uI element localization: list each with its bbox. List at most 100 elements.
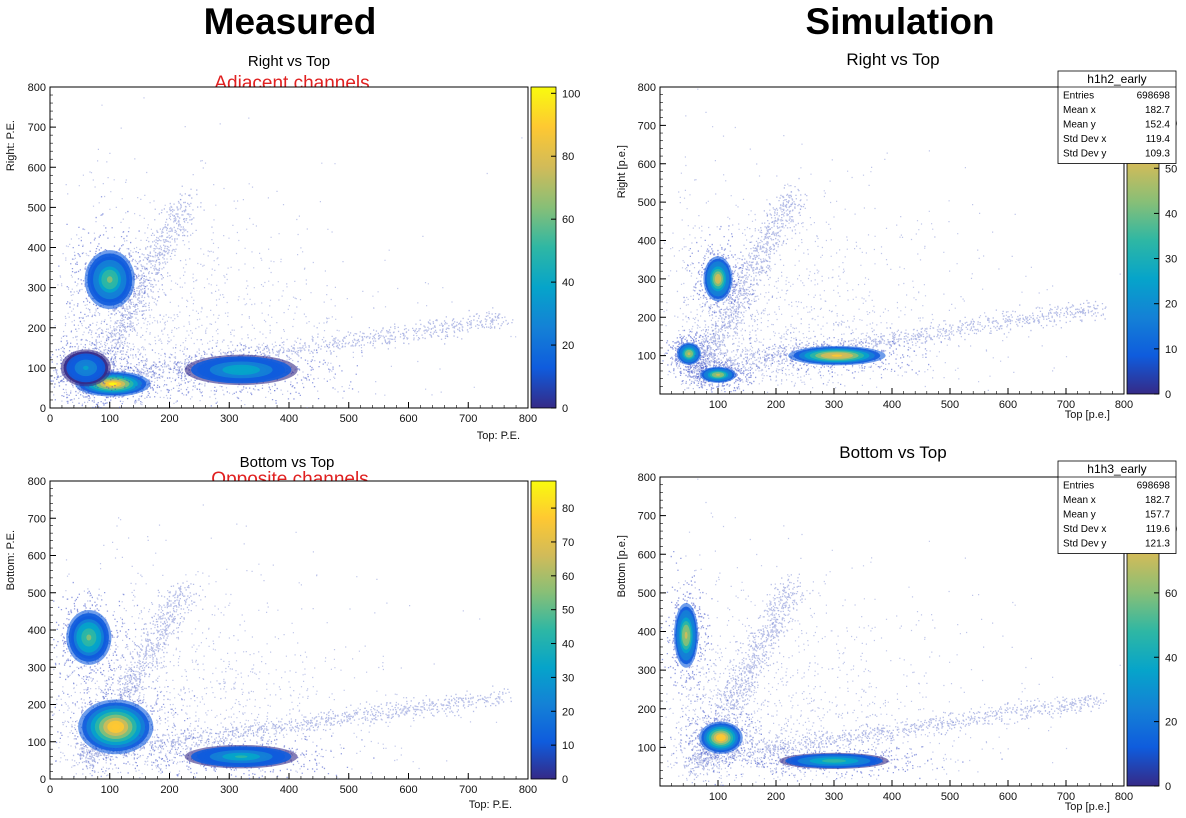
x-tick-label: 100 [101, 413, 119, 425]
stats-row-label: Std Dev x [1063, 134, 1106, 145]
y-tick-label: 300 [28, 283, 46, 295]
y-tick-label: 100 [638, 742, 656, 754]
cluster-level [111, 723, 120, 730]
stats-row-value: 182.7 [1145, 495, 1170, 506]
x-tick-label: 200 [767, 791, 785, 803]
color-bar [530, 86, 557, 409]
cluster-3 [680, 353, 758, 393]
x-tick-label: 800 [1115, 399, 1133, 411]
y-tick-label: 700 [28, 122, 46, 134]
stats-row-value: 121.3 [1145, 539, 1170, 550]
cluster-level [83, 365, 89, 370]
x-tick-label: 100 [101, 784, 119, 796]
cluster-3 [95, 728, 375, 779]
cluster-level [718, 735, 724, 740]
y-tick-label: 200 [638, 704, 656, 716]
cluster-3 [692, 737, 1003, 782]
y-tick-label: 400 [28, 243, 46, 255]
panel-title: Bottom vs Top [839, 443, 946, 462]
x-axis-label: Top: P.E. [469, 799, 512, 811]
stats-row-value: 698698 [1137, 481, 1171, 492]
stats-row-label: Mean y [1063, 120, 1096, 131]
x-tick-label: 800 [519, 413, 537, 425]
cluster-1 [683, 225, 773, 339]
cluster-level [687, 352, 691, 356]
x-tick-label: 600 [999, 791, 1017, 803]
stats-row-label: Entries [1063, 91, 1094, 102]
stats-row-value: 109.3 [1145, 149, 1170, 160]
x-tick-label: 700 [1057, 791, 1075, 803]
y-axis-label: Bottom [p.e.] [616, 535, 628, 597]
x-tick-label: 400 [883, 399, 901, 411]
x-tick-label: 300 [220, 413, 238, 425]
measured-heading: Measured [203, 1, 377, 42]
stats-row-value: 119.4 [1146, 134, 1171, 145]
plot-frame [659, 86, 1125, 395]
y-tick-label: 200 [28, 323, 46, 335]
z-tick-label: 0 [562, 774, 568, 786]
y-tick-label: 100 [28, 737, 46, 749]
panel-title: Right vs Top [248, 53, 330, 70]
z-tick-label: 50 [562, 605, 574, 617]
stats-box-title: h1h3_early [1087, 462, 1146, 476]
y-tick-label: 800 [638, 82, 656, 94]
cluster-level [106, 276, 113, 283]
background-density [53, 504, 498, 779]
cluster-level [716, 373, 720, 376]
z-tick-label: 60 [1165, 588, 1177, 600]
z-tick-label: 40 [562, 639, 574, 651]
stats-row-label: Mean x [1063, 495, 1096, 506]
cluster-2 [52, 655, 195, 778]
cluster-2 [662, 329, 718, 382]
y-tick-label: 300 [28, 662, 46, 674]
stats-box: h1h3_early Entries 698698 Mean x 182.7 Mean y… [1057, 460, 1177, 554]
x-tick-label: 0 [47, 784, 53, 796]
x-tick-label: 200 [767, 399, 785, 411]
x-tick-label: 300 [825, 791, 843, 803]
z-tick-label: 70 [562, 537, 574, 549]
y-tick-label: 400 [28, 625, 46, 637]
simulation-heading: Simulation [805, 1, 995, 42]
z-tick-label: 100 [562, 88, 580, 100]
cluster-2 [670, 698, 769, 786]
y-tick-label: 600 [28, 551, 46, 563]
x-tick-label: 700 [1057, 399, 1075, 411]
cluster-level [831, 354, 843, 357]
cluster-4 [117, 339, 363, 407]
stats-row-value: 119.6 [1146, 524, 1171, 535]
y-tick-label: 100 [638, 351, 656, 363]
x-axis-label: Top: P.E. [477, 430, 520, 442]
x-tick-label: 600 [399, 413, 417, 425]
x-tick-label: 100 [709, 791, 727, 803]
stats-row-value: 152.4 [1145, 120, 1170, 131]
z-tick-label: 40 [1165, 652, 1177, 664]
cluster-level [234, 368, 248, 372]
y-tick-label: 0 [40, 774, 46, 786]
z-tick-label: 20 [1165, 299, 1177, 311]
x-tick-label: 300 [220, 784, 238, 796]
panel-title: Right vs Top [846, 50, 939, 69]
z-tick-label: 80 [562, 503, 574, 515]
y-tick-label: 200 [638, 312, 656, 324]
stats-box-frame [1057, 460, 1177, 554]
z-tick-label: 50 [1165, 163, 1177, 175]
y-tick-label: 500 [638, 197, 656, 209]
x-tick-label: 700 [459, 784, 477, 796]
cluster-level [827, 759, 841, 762]
x-tick-label: 600 [399, 784, 417, 796]
cluster-level [716, 276, 720, 282]
z-tick-label: 10 [1165, 344, 1177, 356]
y-tick-label: 200 [28, 700, 46, 712]
cluster-3 [50, 324, 143, 408]
x-axis-label: Top [p.e.] [1065, 801, 1110, 813]
y-tick-label: 300 [638, 665, 656, 677]
z-tick-label: 20 [562, 706, 574, 718]
stats-row-label: Std Dev y [1063, 539, 1106, 550]
stats-box-title: h1h2_early [1087, 72, 1146, 86]
y-tick-label: 300 [638, 274, 656, 286]
cluster-level [108, 382, 117, 386]
x-tick-label: 400 [280, 413, 298, 425]
